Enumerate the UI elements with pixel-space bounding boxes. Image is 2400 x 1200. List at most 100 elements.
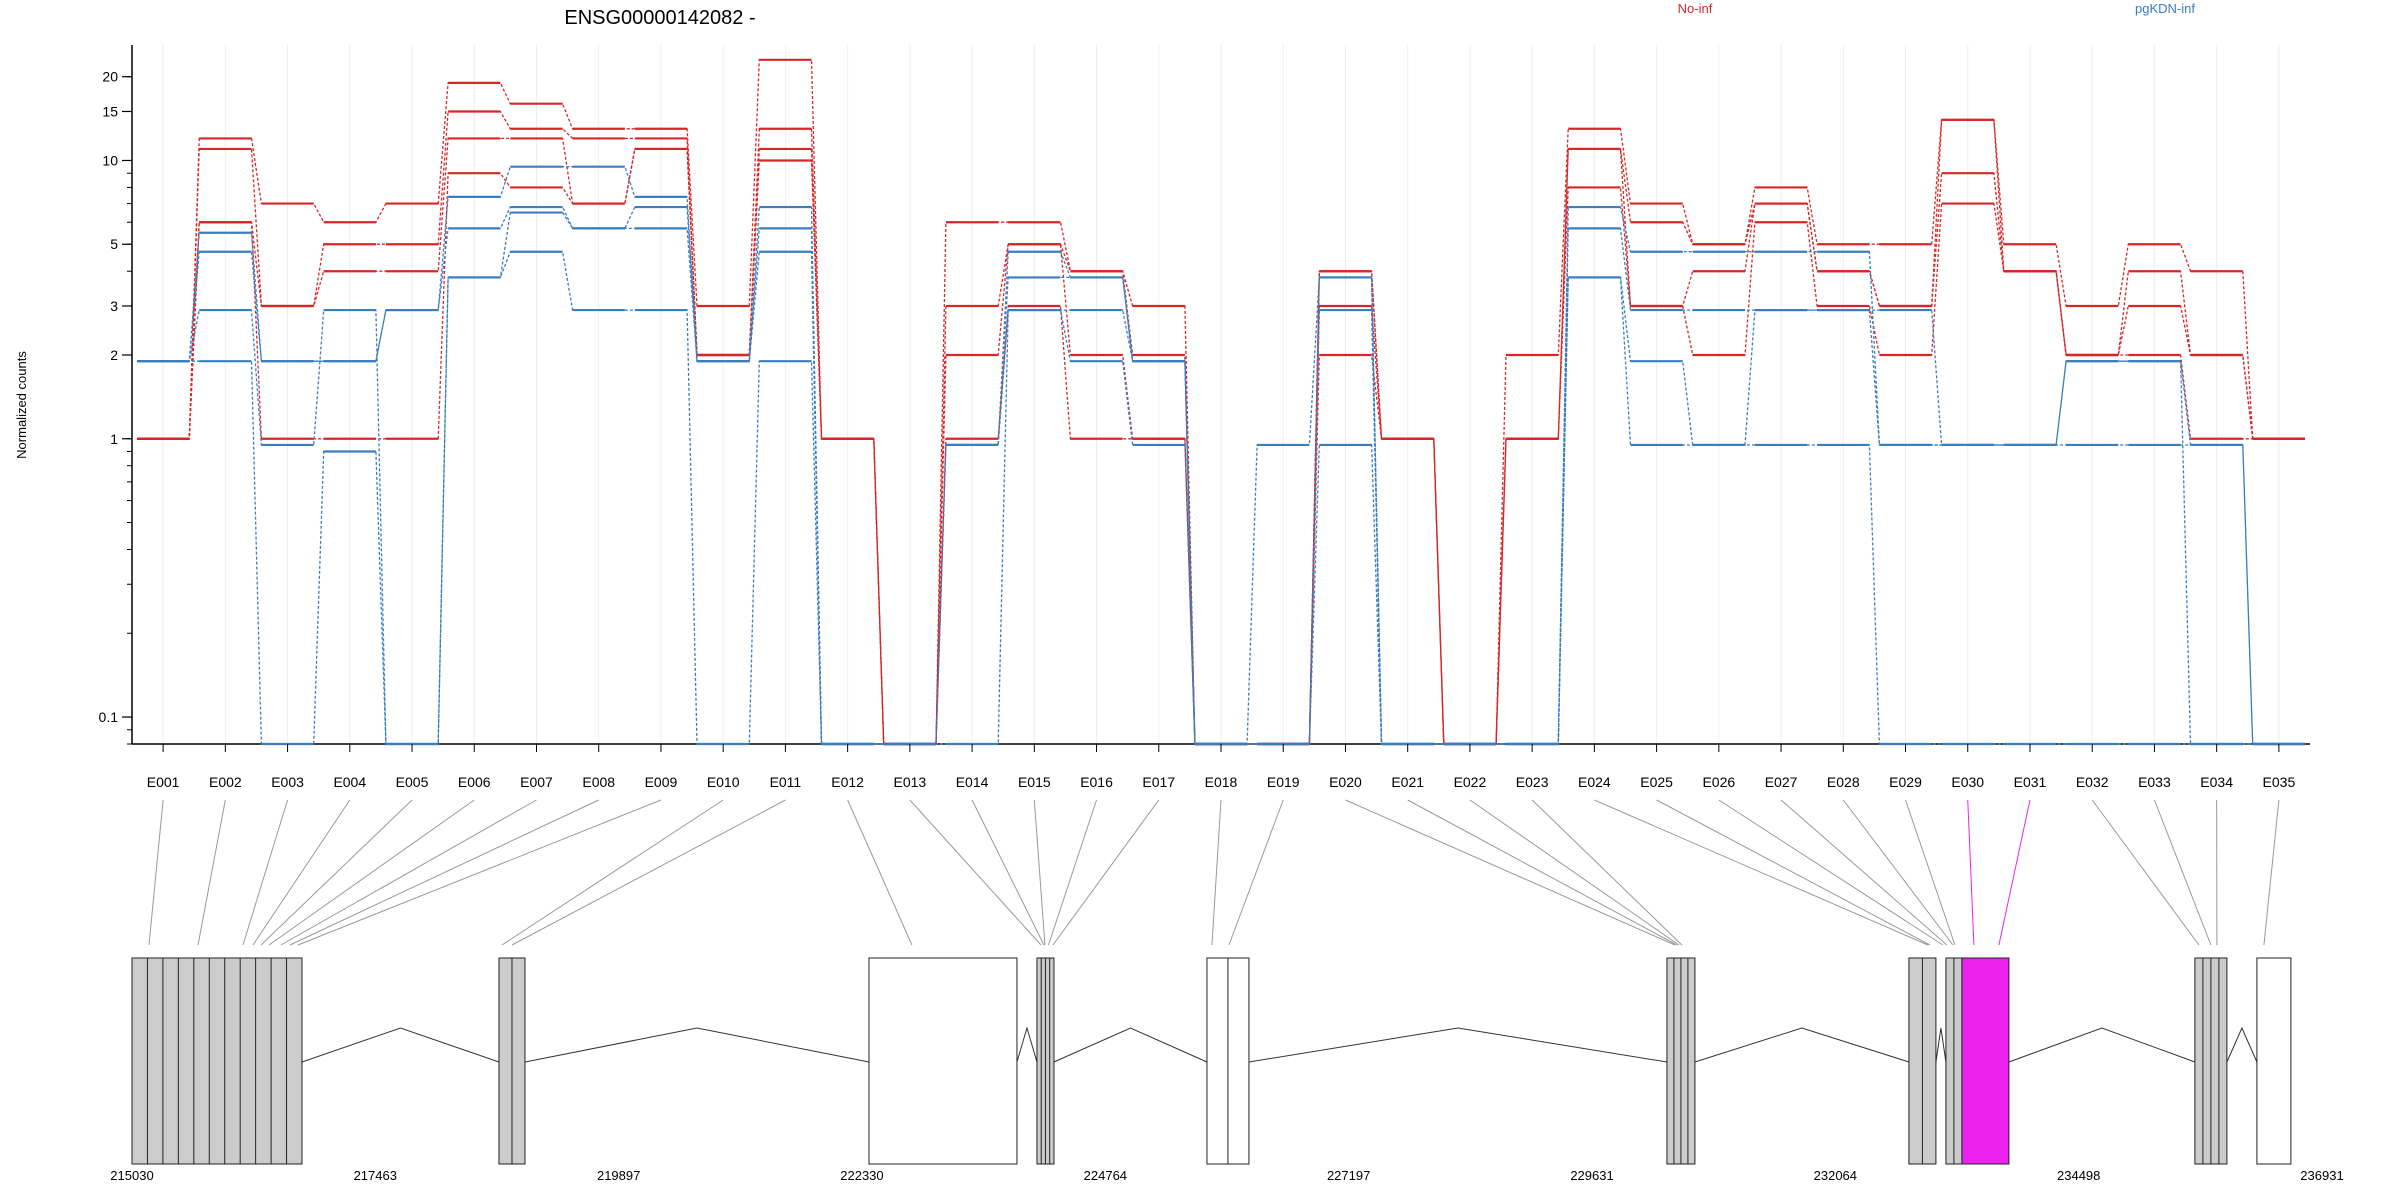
y-tick-label: 0.1 — [99, 709, 119, 725]
exon-connector — [971, 799, 1045, 946]
exon-connector — [1780, 799, 1948, 946]
x-tick-label: E021 — [1391, 774, 1424, 790]
chart-title: ENSG00000142082 - — [564, 7, 755, 29]
exon-connector — [511, 799, 786, 946]
connector-layer — [148, 799, 2280, 946]
exon-connector — [2091, 799, 2200, 946]
y-tick-label: 3 — [110, 298, 118, 314]
x-tick-label: E026 — [1702, 774, 1735, 790]
coordinate-label: 236931 — [2300, 1168, 2343, 1183]
exon-connector — [1531, 799, 1683, 946]
exon-connector — [847, 799, 913, 946]
x-tick-label: E020 — [1329, 774, 1362, 790]
coordinate-label: 224764 — [1084, 1168, 1127, 1183]
x-tick-label: E031 — [2014, 774, 2047, 790]
y-tick-label: 1 — [110, 431, 118, 447]
exon-label-layer: E001 E002 E003 E004 E005 E006 E007 E008 E009 E010… — [147, 744, 2296, 790]
exon-connector — [1033, 799, 1046, 946]
x-tick-label: E018 — [1205, 774, 1238, 790]
axes-layer: 0.1 1 2 3 5 10 15 20 — [99, 45, 2310, 745]
x-tick-label: E015 — [1018, 774, 1051, 790]
y-tick-label: 10 — [102, 152, 118, 168]
intron-line — [1694, 1027, 1910, 1063]
exon-connector — [1842, 799, 1954, 946]
x-tick-label: E032 — [2076, 774, 2109, 790]
intron-line — [1016, 1026, 1038, 1063]
x-tick-label: E023 — [1516, 774, 1549, 790]
exon-connector — [909, 799, 1042, 946]
exon-box — [868, 957, 1018, 1165]
intron-line — [301, 1027, 500, 1063]
x-tick-label: E027 — [1765, 774, 1798, 790]
y-tick-label: 5 — [110, 236, 118, 252]
x-tick-label: E030 — [1951, 774, 1984, 790]
exon-connector — [1905, 799, 1956, 946]
intron-line — [1248, 1027, 1668, 1063]
x-tick-label: E007 — [520, 774, 553, 790]
grid-layer — [162, 45, 2280, 744]
coordinate-label: 232064 — [1814, 1168, 1857, 1183]
exon-connector — [197, 799, 226, 946]
series-line — [137, 59, 2305, 745]
x-tick-label: E004 — [333, 774, 366, 790]
exon-connector — [289, 799, 599, 946]
exon-connector — [1211, 799, 1222, 946]
series-line — [137, 148, 2305, 745]
coordinate-label: 222330 — [840, 1168, 883, 1183]
legend-label-pgkdn-inf: pgKDN-inf — [2135, 1, 2195, 16]
x-tick-label: E029 — [1889, 774, 1922, 790]
coordinate-label: 217463 — [354, 1168, 397, 1183]
exon-connector — [148, 799, 164, 946]
intron-line — [1935, 1027, 1947, 1063]
exon-connector — [1469, 799, 1680, 946]
exon-connector — [1718, 799, 1944, 946]
coordinate-label: 219897 — [597, 1168, 640, 1183]
x-tick-label: E010 — [707, 774, 740, 790]
exon-connector — [1594, 799, 1929, 946]
exon-connector — [242, 799, 289, 946]
x-tick-label: E001 — [147, 774, 180, 790]
intron-line — [2008, 1027, 2196, 1063]
legend-label-no-inf: No-inf — [1678, 1, 1713, 16]
y-tick-label: 2 — [110, 347, 118, 363]
coordinate-label: 229631 — [1570, 1168, 1613, 1183]
exon-connector — [1228, 799, 1284, 946]
x-tick-label: E035 — [2263, 774, 2296, 790]
x-tick-label: E008 — [582, 774, 615, 790]
exon-box — [1961, 957, 2010, 1165]
exon-connector — [1967, 799, 1975, 946]
exon-connector — [1998, 799, 2031, 946]
coordinate-label: 227197 — [1327, 1168, 1370, 1183]
x-tick-label: E009 — [645, 774, 678, 790]
coordinate-label: 215030 — [110, 1168, 153, 1183]
exon-box — [131, 957, 303, 1165]
exon-connector — [501, 799, 724, 946]
exon-connector — [1407, 799, 1678, 946]
x-tick-label: E017 — [1142, 774, 1175, 790]
exon-connector — [1047, 799, 1098, 946]
coordinate-label: 234498 — [2057, 1168, 2100, 1183]
x-tick-label: E006 — [458, 774, 491, 790]
x-tick-label: E028 — [1827, 774, 1860, 790]
exon-connector — [2153, 799, 2212, 946]
intron-line — [2226, 1026, 2258, 1063]
exon-connector — [297, 799, 662, 946]
x-tick-label: E013 — [894, 774, 927, 790]
exon-connector — [1345, 799, 1676, 946]
x-tick-label: E014 — [956, 774, 989, 790]
y-tick-label: 15 — [102, 103, 118, 119]
x-tick-label: E025 — [1640, 774, 1673, 790]
exon-connector — [280, 799, 537, 946]
exon-connector — [1656, 799, 1931, 946]
exon-box — [2256, 957, 2292, 1165]
x-tick-label: E005 — [396, 774, 429, 790]
x-tick-label: E033 — [2138, 774, 2171, 790]
exon-connector — [268, 799, 475, 946]
x-tick-label: E022 — [1454, 774, 1487, 790]
x-tick-label: E012 — [831, 774, 864, 790]
exon-connector — [1052, 799, 1160, 946]
x-tick-label: E002 — [209, 774, 242, 790]
intron-line — [1053, 1027, 1208, 1063]
exon-connector — [252, 799, 351, 946]
